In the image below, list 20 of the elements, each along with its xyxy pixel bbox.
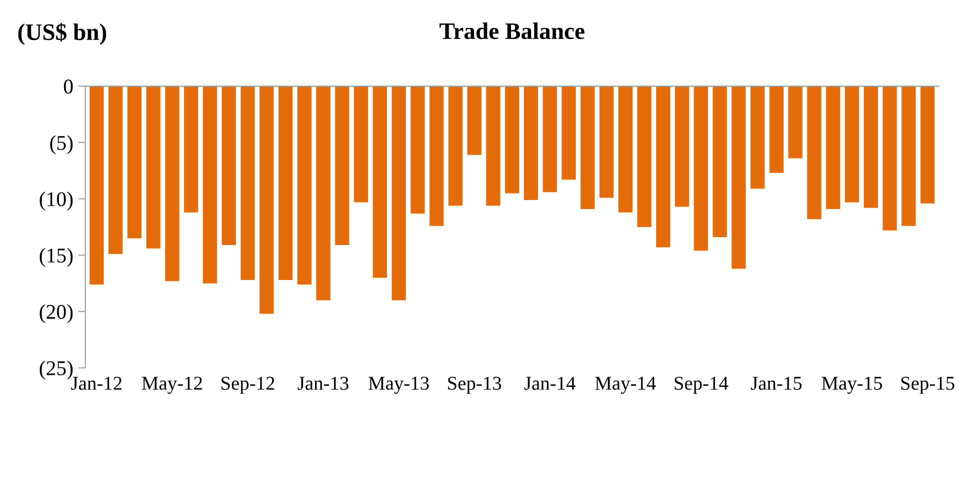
y-tick-label: (25): [40, 360, 73, 380]
x-tick-label: May-12: [142, 376, 202, 394]
y-tick-label: (10): [40, 192, 73, 210]
chart-title: Trade Balance: [440, 22, 584, 40]
y-tick-label: (5): [50, 135, 73, 154]
x-tick-label: Jan-12: [71, 376, 122, 390]
x-tick-label: Sep-15: [901, 376, 954, 394]
x-tick-label: Jan-15: [750, 376, 802, 390]
y-tick-label: 0: [64, 80, 73, 94]
x-tick-label: May-13: [368, 376, 429, 394]
x-tick-label: Sep-13: [448, 376, 502, 394]
x-tick-label: May-15: [822, 376, 882, 394]
x-tick-label: May-14: [595, 376, 656, 394]
x-tick-label: Sep-12: [222, 376, 274, 394]
y-tick-label: (20): [40, 304, 73, 324]
x-tick-label: Sep-14: [674, 376, 728, 394]
x-tick-label: Jan-14: [524, 376, 576, 390]
x-tick-label: Jan-13: [298, 376, 348, 390]
y-tick-label: (15): [40, 248, 73, 267]
y-axis-title: (US$ bn): [18, 22, 106, 45]
